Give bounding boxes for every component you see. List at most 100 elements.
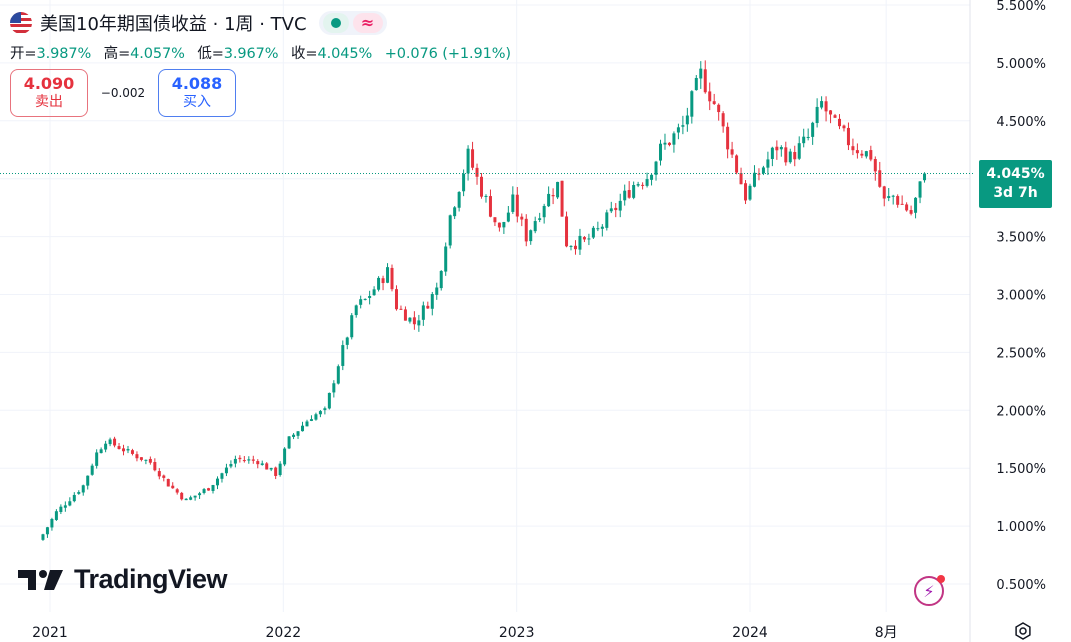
candle-body bbox=[855, 150, 859, 154]
candle-body bbox=[193, 495, 197, 498]
candle-body bbox=[524, 218, 528, 242]
close-value: 4.045% bbox=[317, 46, 373, 62]
y-tick-label: 1.500% bbox=[996, 462, 1046, 477]
candle-body bbox=[569, 245, 573, 247]
candle-body bbox=[542, 205, 546, 218]
candle-body bbox=[386, 267, 390, 283]
buy-label: 买入 bbox=[183, 94, 211, 110]
status-pill[interactable]: ≈ bbox=[318, 11, 387, 35]
candle-body bbox=[229, 464, 233, 467]
candle-body bbox=[488, 196, 492, 217]
quote-row: 4.090 卖出 −0.002 4.088 买入 bbox=[10, 69, 519, 117]
candle-body bbox=[95, 452, 99, 466]
candle-body bbox=[909, 210, 913, 214]
wave-icon[interactable]: ≈ bbox=[352, 13, 383, 33]
tradingview-logo[interactable]: TradingView bbox=[18, 564, 228, 595]
candle-body bbox=[403, 309, 407, 321]
candle-body bbox=[837, 118, 841, 127]
candle-body bbox=[72, 494, 76, 502]
high-label: 高= bbox=[103, 46, 131, 62]
x-tick-label: 2024 bbox=[732, 625, 768, 641]
buy-button[interactable]: 4.088 买入 bbox=[158, 69, 236, 117]
candle-body bbox=[224, 467, 228, 474]
candle-body bbox=[811, 122, 815, 137]
candle-body bbox=[86, 475, 90, 486]
symbol-title[interactable]: 美国10年期国债收益 · 1周 · TVC bbox=[40, 14, 307, 35]
candle-body bbox=[368, 296, 372, 298]
candle-body bbox=[323, 408, 327, 411]
logo-text: TradingView bbox=[74, 564, 228, 594]
candle-body bbox=[833, 115, 837, 118]
candle-body bbox=[591, 227, 595, 238]
candle-body bbox=[578, 235, 582, 250]
candle-body bbox=[878, 170, 882, 187]
lightning-icon[interactable]: ⚡ bbox=[914, 575, 945, 606]
candle-body bbox=[242, 460, 246, 462]
candle-body bbox=[846, 127, 850, 146]
candle-body bbox=[864, 151, 868, 157]
open-value: 3.987% bbox=[36, 46, 92, 62]
candle-body bbox=[520, 216, 524, 220]
candle-body bbox=[462, 173, 466, 192]
candle-body bbox=[775, 146, 779, 151]
candle-body bbox=[198, 493, 202, 496]
candle-body bbox=[45, 527, 49, 535]
candle-body bbox=[480, 176, 484, 197]
sell-price: 4.090 bbox=[23, 74, 75, 93]
y-tick-label: 2.500% bbox=[996, 346, 1046, 361]
candle-body bbox=[59, 506, 63, 513]
candle-body bbox=[681, 125, 685, 127]
candle-body bbox=[359, 299, 363, 305]
candle-body bbox=[842, 125, 846, 129]
candle-body bbox=[914, 197, 918, 213]
candle-body bbox=[394, 289, 398, 310]
candle-body bbox=[148, 458, 152, 463]
candle-body bbox=[171, 485, 175, 489]
candle-body bbox=[815, 106, 819, 124]
candle-body bbox=[882, 186, 886, 199]
candle-body bbox=[515, 194, 519, 217]
candle-body bbox=[287, 436, 291, 449]
candle-body bbox=[99, 449, 103, 454]
candle-body bbox=[81, 485, 85, 493]
candle-body bbox=[332, 383, 336, 393]
candle-body bbox=[797, 143, 801, 159]
market-open-icon[interactable] bbox=[322, 13, 349, 33]
settings-gear-icon[interactable] bbox=[1012, 620, 1034, 642]
y-tick-label: 5.500% bbox=[996, 0, 1046, 14]
tradingview-logo-icon bbox=[18, 569, 63, 590]
candle-body bbox=[708, 91, 712, 102]
candle-body bbox=[538, 218, 542, 220]
candle-body bbox=[377, 277, 381, 290]
candle-body bbox=[484, 195, 488, 197]
candle-body bbox=[238, 457, 242, 460]
candle-body bbox=[139, 457, 143, 460]
candle-body bbox=[699, 68, 703, 79]
candle-body bbox=[301, 425, 305, 432]
candle-body bbox=[202, 489, 206, 493]
candle-body bbox=[717, 104, 721, 113]
candle-body bbox=[623, 190, 627, 201]
candle-body bbox=[439, 271, 443, 289]
candle-body bbox=[421, 305, 425, 320]
candle-body bbox=[341, 345, 345, 366]
candle-body bbox=[215, 478, 219, 486]
candle-body bbox=[659, 143, 663, 161]
candle-body bbox=[390, 267, 394, 290]
candle-body bbox=[175, 489, 179, 493]
candle-body bbox=[189, 497, 193, 500]
candles bbox=[41, 60, 927, 541]
high-value: 4.057% bbox=[130, 46, 185, 62]
candle-body bbox=[506, 212, 510, 222]
candle-body bbox=[260, 463, 264, 465]
x-tick-label: 8月 bbox=[875, 625, 898, 641]
candle-body bbox=[314, 414, 318, 420]
sell-button[interactable]: 4.090 卖出 bbox=[10, 69, 88, 117]
candle-body bbox=[166, 478, 170, 487]
candle-body bbox=[703, 69, 707, 93]
y-tick-label: 3.500% bbox=[996, 231, 1046, 246]
candle-body bbox=[752, 172, 756, 187]
candle-body bbox=[269, 467, 273, 470]
candle-body bbox=[211, 485, 215, 491]
